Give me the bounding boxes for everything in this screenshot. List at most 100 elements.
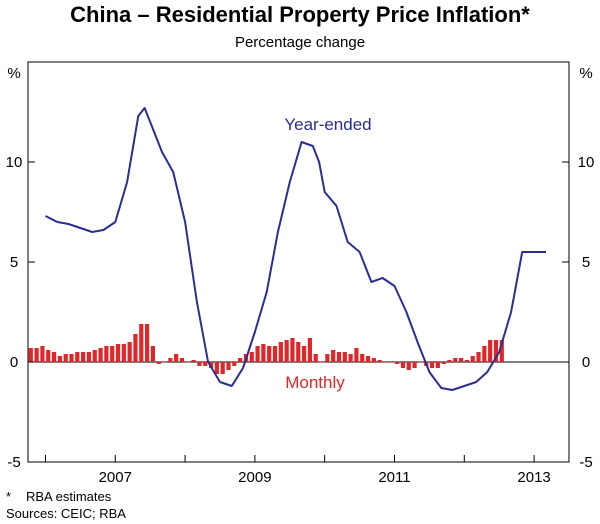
monthly-bar	[453, 358, 458, 362]
monthly-bar	[92, 350, 97, 362]
monthly-bar	[208, 362, 214, 368]
monthly-bar	[168, 358, 173, 362]
monthly-bar	[435, 362, 440, 368]
footnote-text: RBA estimates	[26, 489, 112, 504]
monthly-bar	[174, 354, 179, 362]
monthly-bar	[98, 348, 103, 362]
monthly-bar	[63, 354, 68, 362]
monthly-bar	[104, 346, 109, 362]
footnote-marker: *	[6, 489, 12, 504]
monthly-bar	[377, 360, 382, 362]
monthly-bar	[57, 356, 62, 362]
monthly-bar	[203, 362, 208, 366]
y-axis-unit-right: %	[579, 65, 592, 82]
monthly-bar	[319, 362, 324, 363]
monthly-bar	[255, 346, 260, 362]
monthly-bar	[290, 338, 295, 362]
monthly-bar	[220, 362, 225, 374]
monthly-bar	[418, 362, 423, 363]
monthly-bar	[232, 362, 237, 366]
monthly-bar	[336, 352, 342, 362]
x-ticks: 2007 2009 2011 2013	[44, 455, 551, 486]
monthly-bar	[360, 354, 365, 362]
monthly-bar	[493, 340, 499, 362]
monthly-bar	[238, 358, 243, 362]
monthly-bar	[214, 362, 219, 374]
monthly-bar	[121, 344, 126, 362]
monthly-bar	[447, 360, 452, 362]
monthly-bar	[302, 346, 307, 362]
monthly-bar	[406, 362, 411, 370]
y-tick-label-right: 5	[582, 254, 590, 271]
monthly-bar	[389, 362, 394, 363]
y-tick-label-left: 0	[10, 354, 18, 371]
y-tick-label-left: 5	[10, 254, 18, 271]
chart-subtitle: Percentage change	[234, 34, 366, 51]
monthly-bar	[476, 352, 481, 362]
monthly-bar	[267, 346, 272, 362]
monthly-bar	[110, 346, 115, 362]
year-ended-line	[45, 107, 546, 391]
y-tick-label-right: 10	[578, 154, 595, 171]
monthly-bar	[488, 340, 493, 362]
monthly-bar	[185, 362, 190, 363]
x-tick-label: 2011	[378, 469, 410, 486]
footnote: * RBA estimates	[6, 488, 126, 505]
monthly-bar	[400, 362, 406, 368]
monthly-bar	[371, 358, 376, 362]
monthly-bar	[139, 324, 144, 362]
monthly-bar	[395, 362, 400, 364]
monthly-bar	[197, 362, 202, 366]
monthly-bar	[365, 356, 371, 362]
monthly-bar	[459, 358, 464, 362]
chart-title: China – Residential Property Price Infla…	[70, 2, 530, 27]
monthly-bar	[278, 342, 283, 362]
monthly-bar	[75, 352, 80, 362]
monthly-bar	[383, 362, 388, 363]
monthly-bar	[86, 352, 92, 362]
y-axis-unit-left: %	[7, 65, 20, 82]
monthly-bar	[115, 344, 121, 362]
monthly-bar	[261, 344, 266, 362]
y-tick-label-right: 0	[582, 354, 590, 371]
monthly-bar	[249, 352, 254, 362]
monthly-bar	[441, 362, 446, 364]
monthly-bar	[34, 348, 39, 362]
monthly-bar	[464, 360, 469, 362]
monthly-bar	[331, 350, 336, 362]
monthly-bar	[179, 358, 185, 362]
monthly-bar	[156, 362, 161, 364]
x-tick-label: 2009	[238, 469, 271, 486]
monthly-bar	[354, 348, 359, 362]
monthly-bars	[28, 324, 504, 374]
monthly-bar	[191, 360, 196, 362]
y-tick-label-left: -5	[7, 454, 20, 471]
monthly-bar	[40, 346, 45, 362]
monthly-bar	[429, 362, 435, 368]
monthly-bar	[470, 356, 475, 362]
monthly-bar	[348, 354, 353, 362]
monthly-bar	[51, 352, 57, 362]
monthly-bar	[81, 352, 86, 362]
monthly-bar	[313, 354, 318, 362]
monthly-bar	[482, 346, 487, 362]
monthly-bar	[272, 346, 278, 362]
monthly-bar	[46, 350, 51, 362]
monthly-bar	[133, 334, 138, 362]
y-tick-label-left: 10	[6, 154, 23, 171]
monthly-bar	[28, 348, 33, 362]
chart-notes: * RBA estimates Sources: CEIC; RBA	[6, 488, 126, 522]
year-ended-label: Year-ended	[284, 115, 371, 134]
monthly-bar	[162, 362, 167, 363]
x-tick-label: 2013	[517, 469, 550, 486]
monthly-bar	[499, 340, 504, 362]
monthly-bar	[325, 354, 330, 362]
y-tick-label-right: -5	[579, 454, 592, 471]
monthly-bar	[296, 342, 301, 362]
monthly-bar	[342, 352, 347, 362]
monthly-label: Monthly	[285, 373, 345, 392]
monthly-bar	[307, 338, 312, 362]
monthly-bar	[145, 324, 150, 362]
monthly-bar	[412, 362, 417, 368]
